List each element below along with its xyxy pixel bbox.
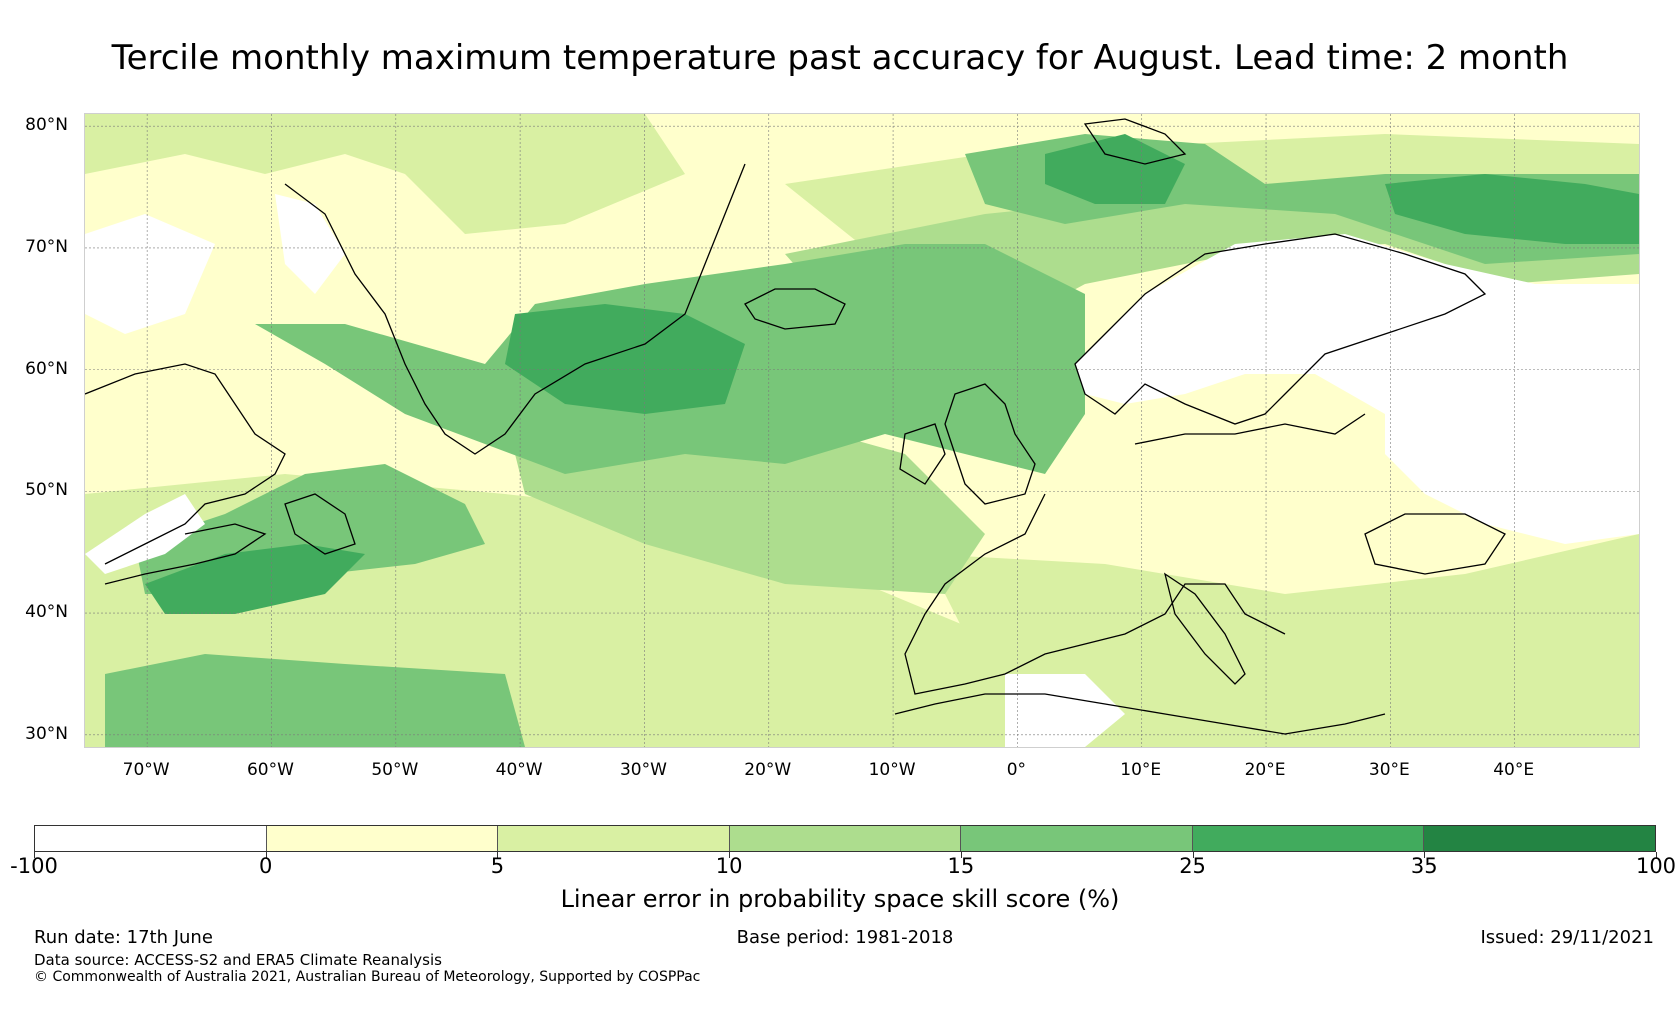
coastline-labrador	[85, 363, 286, 565]
coastline-nova-scotia	[104, 523, 267, 585]
lat-label: 70°N	[25, 236, 68, 257]
region-white-greenland	[275, 194, 345, 294]
colorbar-segment	[729, 826, 962, 851]
colorbar-tick	[960, 852, 962, 858]
coastline-britain	[944, 383, 1036, 505]
lat-label: 30°N	[25, 723, 68, 744]
coastlines	[85, 118, 1506, 735]
colorbar-segment	[961, 826, 1193, 851]
map-canvas	[85, 114, 1639, 747]
lat-label: 60°N	[25, 358, 68, 379]
colorbar-tick	[1424, 852, 1426, 858]
region-dark-green-nova-scotia	[145, 544, 365, 614]
colorbar-tick-label: 100	[1635, 854, 1677, 878]
coastline-italy	[1163, 572, 1246, 685]
colorbar-tick-label: 15	[947, 854, 975, 878]
lon-label: 40°E	[1493, 760, 1535, 780]
region-white-sahara	[1005, 674, 1125, 747]
region-white-baffin	[85, 214, 215, 334]
coastline-black-sea	[1364, 513, 1506, 575]
data-source: Data source: ACCESS-S2 and ERA5 Climate …	[34, 951, 442, 969]
region-white-russia	[1385, 414, 1639, 544]
map-title: Tercile monthly maximum temperature past…	[111, 38, 1569, 78]
lon-label: 30°E	[1368, 760, 1410, 780]
skill-score-map	[84, 113, 1640, 748]
lon-label: 10°E	[1120, 760, 1162, 780]
colorbar-tick-label: 5	[490, 854, 505, 878]
colorbar-label: Linear error in probability space skill …	[560, 885, 1120, 913]
colorbar-segment	[1192, 826, 1425, 851]
coastline-north-africa	[894, 693, 1386, 735]
lat-label: 50°N	[25, 480, 68, 501]
colorbar-tick-label: 0	[259, 854, 273, 878]
coastline-ireland	[899, 423, 946, 485]
colorbar-segment	[498, 826, 730, 851]
colorbar-tick	[265, 852, 267, 858]
colorbar-tick-label: -100	[10, 854, 58, 878]
lon-label: 20°W	[744, 760, 792, 780]
coastline-svalbard	[1083, 118, 1187, 165]
lon-label: 50°W	[371, 760, 419, 780]
region-dark-green-svalbard	[1045, 134, 1185, 204]
base-period: Base period: 1981-2018	[736, 927, 954, 948]
colorbar-tick	[34, 852, 35, 858]
colorbar-segment	[35, 826, 267, 851]
coastline-greenland	[284, 163, 746, 455]
colorbar-tick-label: 10	[715, 854, 743, 878]
lat-label: 40°N	[25, 602, 68, 623]
region-dark-green-irminger	[505, 304, 745, 414]
graticule	[85, 114, 1639, 747]
region-light-green-atlantic	[85, 114, 685, 234]
region-dark-green-barents	[1385, 174, 1639, 244]
coastline-baltic	[1134, 413, 1366, 445]
colorbar-tick	[497, 852, 499, 858]
colorbar-segment	[266, 826, 499, 851]
copyright: © Commonwealth of Australia 2021, Austra…	[34, 969, 701, 985]
skill-regions	[85, 114, 1639, 747]
region-white-scandinavia	[1075, 234, 1639, 434]
colorbar-tick	[1656, 852, 1657, 858]
lon-label: 30°W	[619, 760, 667, 780]
lon-label: 60°W	[246, 760, 294, 780]
colorbar-tick	[1192, 852, 1194, 858]
lon-label: 20°E	[1244, 760, 1286, 780]
colorbar-tick-label: 25	[1179, 854, 1206, 878]
lon-label: 40°W	[495, 760, 543, 780]
lon-label: 10°W	[868, 760, 916, 780]
colorbar-segment	[1424, 826, 1656, 851]
colorbar-tick	[729, 852, 731, 858]
coastline-iceland	[744, 288, 846, 330]
run-date: Run date: 17th June	[34, 927, 213, 948]
region-white-stlawrence	[85, 494, 205, 574]
coastline-scandinavia	[1074, 233, 1487, 425]
colorbar	[34, 825, 1656, 852]
coastline-western-europe	[904, 493, 1286, 695]
coastline-newfoundland	[284, 493, 356, 555]
issued-date: Issued: 29/11/2021	[1480, 927, 1654, 948]
colorbar-tick-label: 35	[1410, 854, 1438, 878]
lon-label: 0°	[1006, 760, 1027, 780]
region-green-southwest	[105, 654, 525, 747]
lat-label: 80°N	[25, 115, 68, 136]
lon-label: 70°W	[122, 760, 170, 780]
